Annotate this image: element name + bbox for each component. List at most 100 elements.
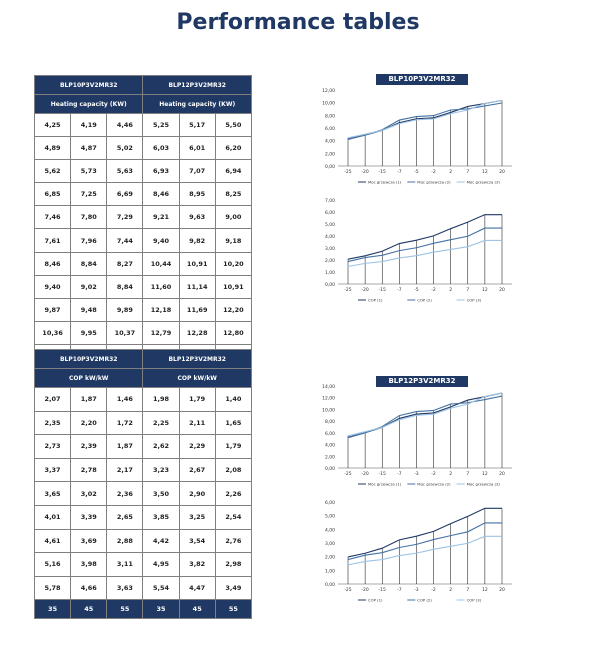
table-cell: 6,94	[214, 159, 253, 184]
y-tick-label: 2,00	[325, 454, 335, 460]
table-row: 10,36 9,95 10,37 12,79 12,28 12,80	[33, 320, 253, 345]
series-line	[347, 227, 502, 263]
table-row: 3,37 2,78 2,17 3,23 2,67 2,08	[33, 457, 253, 483]
legend-label: COP (3)	[467, 598, 482, 603]
table-cell: 6,93	[142, 159, 180, 184]
table-cell: 4,01	[33, 504, 72, 530]
table-cell: 2,76	[214, 528, 253, 554]
series-line	[347, 395, 503, 439]
table-cell: 6,20	[214, 136, 253, 161]
table-cell: 6,69	[106, 182, 144, 207]
legend-label: Moc grzewcza (3)	[467, 180, 501, 185]
x-tick-label: 2	[449, 287, 452, 293]
table-cell: 11,69	[178, 297, 216, 322]
table-cell: 1,40	[214, 387, 253, 412]
table-cell: 5,78	[33, 575, 72, 601]
table-cell: 2,88	[106, 528, 144, 554]
x-tick-label: 2	[449, 471, 452, 477]
table-cell: 9,63	[178, 205, 216, 230]
table-cell: 2,78	[70, 457, 108, 483]
table-cell: 9,40	[33, 274, 72, 299]
chart-heating-12: 0,00 2,00 4,00 6,00 8,00 10,00 12,00 14,00 -25 -2…	[310, 382, 520, 492]
table-cell: 7,07	[178, 159, 216, 184]
table-row: 2,73 2,39 1,87 2,62 2,29 1,79	[33, 434, 253, 459]
y-tick-label: 4,00	[325, 527, 335, 533]
table-cell: 9,95	[70, 320, 108, 345]
x-tick-label: 12	[482, 587, 488, 593]
table-cell: 9,40	[142, 228, 180, 253]
table-cell: 4,47	[178, 575, 216, 601]
y-tick-label: 14,00	[322, 384, 335, 390]
legend-label: COP (3)	[467, 298, 482, 303]
table-cell: 3,63	[106, 575, 144, 601]
x-tick-label: 7	[466, 471, 469, 477]
series-line	[347, 214, 502, 260]
table-cell: 4,19	[70, 112, 108, 138]
table-cell: 2,07	[33, 387, 72, 412]
table-cell: 2,90	[178, 481, 216, 506]
table-row: 5,16 3,98 3,11 4,95 3,82 2,98	[33, 552, 253, 577]
x-tick-label: -7	[397, 169, 402, 175]
table-cell: 1,46	[106, 387, 144, 412]
table-row: 5,62 5,73 5,63 6,93 7,07 6,94	[33, 159, 253, 184]
table-cell: 2,65	[106, 504, 144, 530]
table-cell: 9,48	[70, 297, 108, 322]
x-tick-label: -15	[379, 169, 386, 175]
y-tick-label: 6,00	[325, 210, 335, 216]
table-cell: 2,54	[214, 504, 253, 530]
x-tick-label: 2	[449, 169, 452, 175]
table-cell: 8,84	[106, 274, 144, 299]
table-cell: 1,79	[214, 434, 253, 459]
table-cell: 5,54	[142, 575, 180, 601]
y-tick-label: 12,00	[322, 88, 335, 94]
table-cell: 3,49	[214, 575, 253, 601]
y-tick-label: 0,00	[325, 466, 335, 472]
x-tick-label: 20	[499, 287, 505, 293]
legend-label: COP (1)	[368, 598, 383, 603]
y-tick-label: 8,00	[325, 419, 335, 425]
table-row: 7,46 7,80 7,29 9,21 9,63 9,00	[33, 205, 253, 230]
table-cell: 6,03	[142, 136, 180, 161]
x-tick-label: -25	[344, 287, 351, 293]
heating-capacity-table: BLP10P3V2MR32 BLP12P3V2MR32 Heating capaci…	[33, 75, 253, 363]
unit-header: Heating capacity (KW)	[142, 94, 252, 114]
table-row: 2,35 2,20 1,72 2,25 2,11 1,65	[33, 410, 253, 436]
y-tick-label: 0,00	[325, 282, 335, 288]
y-tick-label: 6,00	[325, 126, 335, 132]
table-row: 2,07 1,87 1,46 1,98 1,79 1,40	[33, 387, 253, 412]
table-row: 9,87 9,48 9,89 12,18 11,69 12,20	[33, 297, 253, 322]
x-tick-label: 12	[482, 471, 488, 477]
y-tick-label: 5,00	[325, 514, 335, 520]
legend-label: Moc grzewcza (1)	[368, 482, 402, 487]
y-tick-label: 0,00	[325, 164, 335, 170]
table-cell: 4,87	[70, 136, 108, 161]
y-tick-label: 4,00	[325, 139, 335, 145]
table-cell: 1,72	[106, 410, 144, 436]
x-tick-label: -2	[431, 169, 436, 175]
y-tick-label: 2,00	[325, 555, 335, 561]
x-tick-label: -2	[431, 287, 436, 293]
table-cell: 2,11	[178, 410, 216, 436]
legend-label: Moc grzewcza (3)	[467, 482, 501, 487]
legend-label: COP (1)	[368, 298, 383, 303]
y-tick-label: 8,00	[325, 113, 335, 119]
table-cell: 8,84	[70, 251, 108, 276]
table-cell: 11,60	[142, 274, 180, 299]
model-header: BLP12P3V2MR32	[142, 349, 252, 369]
chart-2-title: BLP12P3V2MR32	[376, 376, 468, 387]
table-cell: 7,46	[33, 205, 72, 230]
x-tick-label: 7	[466, 587, 469, 593]
table-row: 4,61 3,69 2,88 4,42 3,54 2,76	[33, 528, 253, 554]
x-tick-label: 20	[499, 587, 505, 593]
table-cell: 2,35	[33, 410, 72, 436]
x-tick-label: -20	[361, 169, 368, 175]
x-tick-label: -7	[397, 587, 402, 593]
series-line	[347, 102, 503, 140]
temperature-footer-cell: 45	[178, 599, 216, 620]
table-row: 8,46 8,84 8,27 10,44 10,91 10,20	[33, 251, 253, 276]
table-cell: 9,82	[178, 228, 216, 253]
table-cell: 6,01	[178, 136, 216, 161]
x-tick-label: -20	[361, 287, 368, 293]
table-cell: 3,50	[142, 481, 180, 506]
x-tick-label: 7	[466, 169, 469, 175]
